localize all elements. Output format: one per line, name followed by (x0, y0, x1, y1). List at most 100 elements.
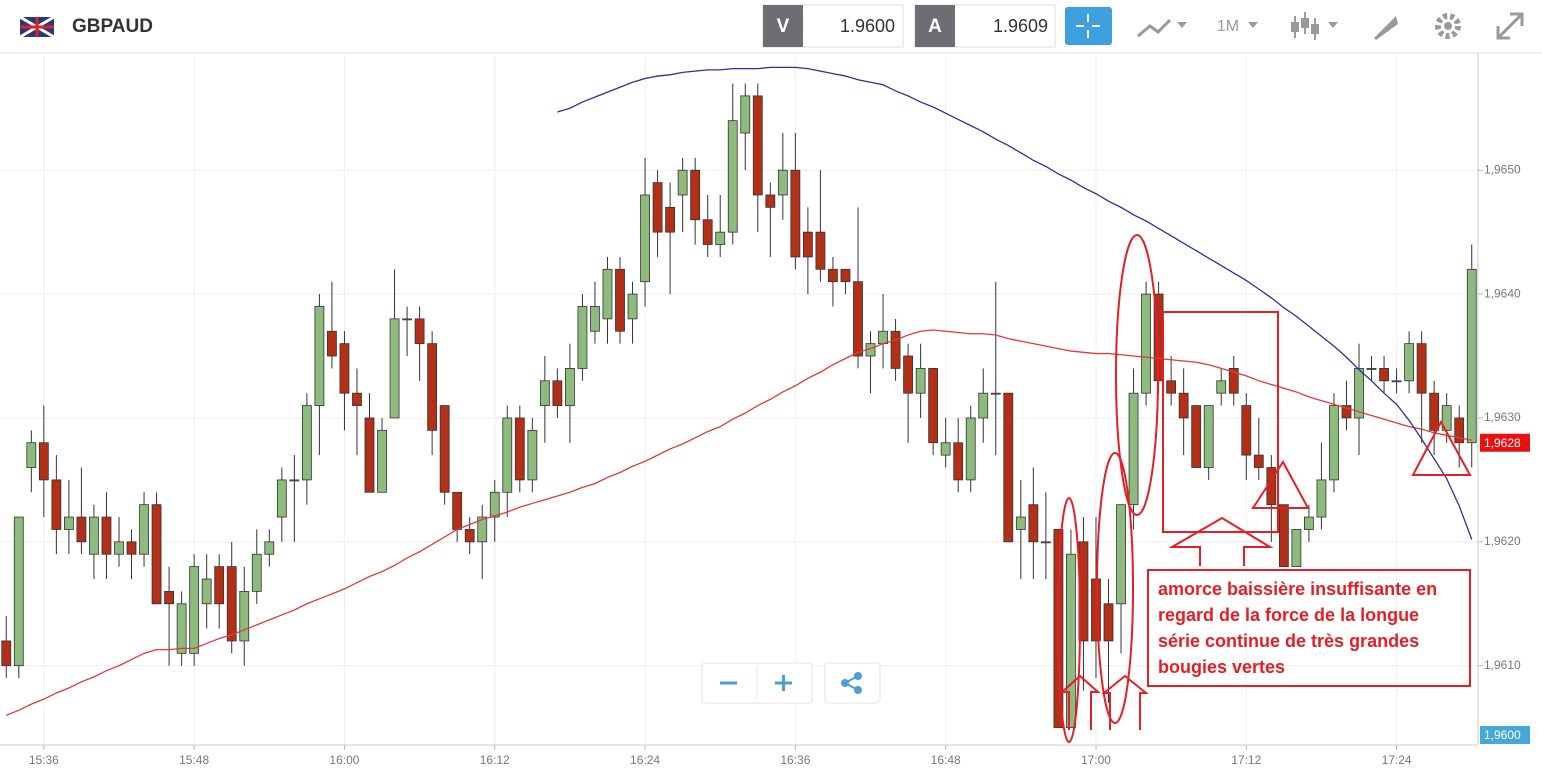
candle-body (151, 504, 162, 605)
crosshair-button[interactable] (1065, 7, 1112, 45)
settings-icon[interactable] (1435, 13, 1461, 39)
ask-label-box (915, 5, 955, 47)
x-tick-label: 15:48 (179, 753, 209, 767)
candle-body (552, 380, 563, 406)
price-marker (1480, 726, 1530, 744)
header: GBPAUD V 1.9600 A 1.9609 1M (0, 4, 1542, 54)
plot (1, 66, 1477, 729)
indicator-icon[interactable] (1137, 18, 1172, 38)
candle-body (1091, 578, 1101, 642)
candle-body (1128, 392, 1139, 506)
annotation-triangle (1411, 419, 1472, 476)
zoom-in[interactable] (775, 675, 792, 691)
annotation-line: série continue de très grandes (1158, 631, 1419, 651)
dropdown-arrow (1248, 22, 1258, 28)
candle-body (1291, 529, 1302, 568)
candle-body (126, 541, 137, 555)
candle-body (1003, 392, 1014, 543)
annotation-box (1147, 569, 1471, 687)
candle-body (26, 442, 37, 468)
candle-body (1166, 380, 1177, 394)
price-marker-label: 1,9628 (1484, 436, 1521, 450)
candle-body (1316, 479, 1327, 518)
candle-body (928, 368, 939, 444)
candle-body (514, 417, 525, 481)
candle-body (627, 293, 638, 320)
annotation-line: regard de la force de la longue (1158, 605, 1419, 625)
candle-body (1191, 405, 1202, 468)
candle-body (452, 491, 463, 530)
dropdown-arrow (1328, 22, 1338, 28)
candle-body (1, 640, 12, 667)
candle-body (1040, 541, 1051, 544)
candle-body (765, 194, 776, 208)
annotation-ellipse (1115, 234, 1159, 516)
candle-body (13, 516, 24, 667)
x-tick-label: 16:48 (931, 753, 961, 767)
candle-body (1454, 417, 1465, 444)
settings-icon-center (1444, 22, 1452, 30)
x-tick-label: 17:00 (1081, 753, 1111, 767)
price-marker-label: 1,9600 (1484, 728, 1521, 742)
axes: 1,9610 1,9620 1,9630 1,9640 1,9650 15:36 15:48… (29, 162, 1530, 767)
annotation-arrow (1059, 674, 1101, 730)
draw-icon[interactable] (1374, 16, 1398, 40)
candle-body (189, 566, 200, 654)
candle-body (565, 368, 575, 406)
candle-body (953, 442, 964, 481)
candle-icon-body (1311, 24, 1319, 34)
candle-body (276, 479, 287, 518)
candle-body (1366, 368, 1377, 370)
candle-body (940, 442, 951, 456)
y-tick-label: 1,9620 (1484, 534, 1521, 548)
fullscreen-icon[interactable] (1496, 12, 1524, 40)
annotation-line: amorce baissière insuffisante en (1158, 579, 1437, 599)
candle-body (727, 120, 738, 233)
candle-body (965, 417, 976, 481)
candle-body (352, 392, 362, 406)
candle-body (1141, 293, 1151, 394)
candle-body (777, 169, 788, 196)
x-tick-label: 16:36 (780, 753, 810, 767)
candle-body (915, 368, 926, 394)
share-button[interactable] (824, 662, 881, 704)
candle-body (903, 355, 913, 394)
candle-body (1391, 380, 1402, 383)
candle-body (464, 529, 475, 543)
candle-body (1404, 343, 1415, 382)
candle-body (427, 343, 438, 431)
candle-body (402, 318, 412, 321)
candle-body (76, 516, 87, 543)
crosshair-icon (1076, 14, 1100, 38)
candle-body (1304, 516, 1314, 530)
x-tick-label: 17:24 (1382, 753, 1412, 767)
candle-body (63, 516, 74, 530)
candle-body (289, 479, 300, 482)
ask-label: A (928, 16, 942, 37)
candle-body (1253, 454, 1264, 468)
annotation-triangle (1251, 460, 1310, 509)
candle-body (702, 219, 713, 245)
candle-body (978, 392, 989, 419)
candle-body (677, 169, 688, 196)
candle-icon-body (1291, 22, 1299, 32)
candle-body (853, 281, 863, 357)
candle-body (740, 95, 751, 134)
candle-body (840, 268, 851, 283)
candle-body (114, 541, 124, 555)
candle-body (89, 516, 99, 555)
zoom-controls (701, 662, 881, 704)
bid-label: V (777, 16, 790, 37)
candle-icon-body (1301, 18, 1309, 28)
annotation-ellipse (1057, 497, 1081, 743)
y-tick-label: 1,9640 (1484, 286, 1521, 300)
candle-body (1379, 368, 1389, 382)
timeframe[interactable]: 1M (1217, 18, 1239, 35)
annotation-text: amorce baissière insuffisante en regard d… (1158, 579, 1437, 677)
x-tick-label: 16:00 (329, 753, 359, 767)
candle-body (615, 268, 625, 332)
candle-body (802, 231, 813, 258)
candle-body (164, 590, 174, 605)
candle-body (790, 169, 801, 258)
